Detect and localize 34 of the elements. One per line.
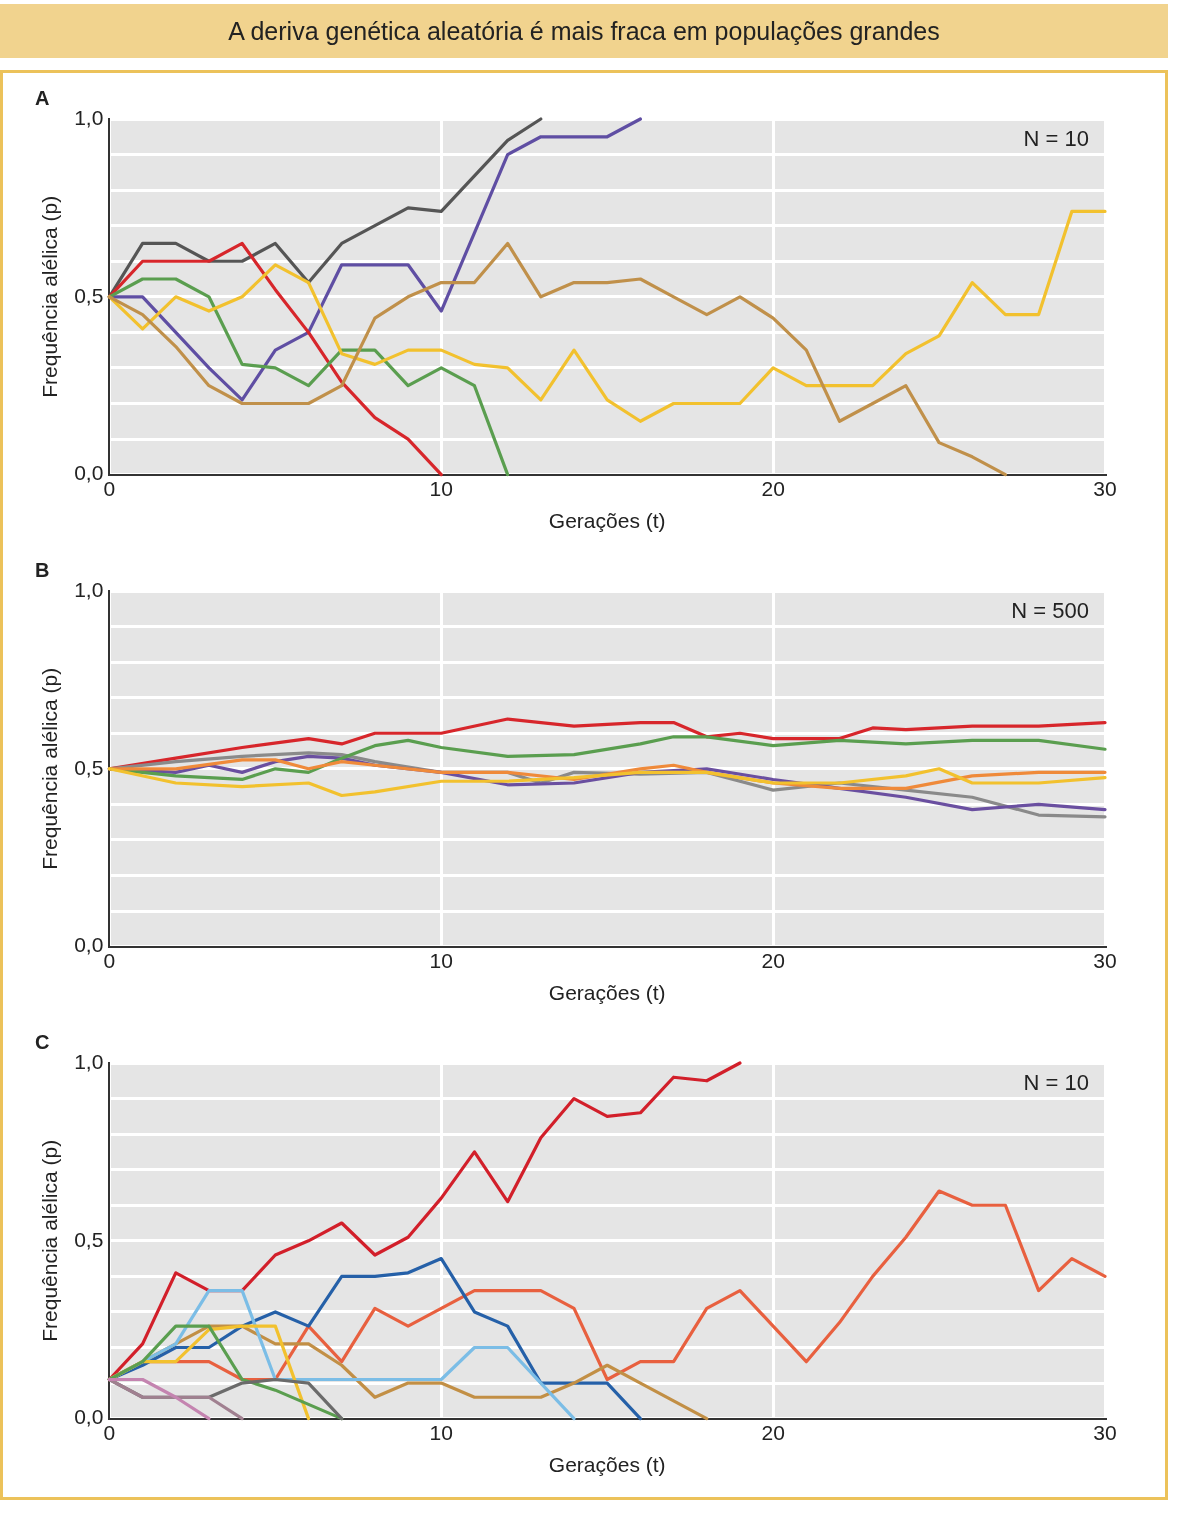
x-tick-label: 0 [103, 1421, 116, 1444]
y-axis-title: Frequência alélica (p) [38, 667, 62, 870]
chart-subtitle: C [35, 1030, 50, 1053]
x-tick-label: 10 [429, 477, 453, 500]
y-tick-label: 1,0 [74, 1049, 104, 1073]
y-tick-label: 0,5 [74, 755, 104, 779]
x-tick-label: 20 [761, 1421, 785, 1444]
y-tick-label: 0,5 [74, 1227, 104, 1251]
y-tick-label: 0,0 [74, 1405, 104, 1429]
chart-subtitle: A [35, 86, 50, 109]
y-tick-label: 0,0 [74, 933, 104, 957]
x-tick-label: 30 [1093, 949, 1117, 972]
x-tick-label: 10 [429, 949, 453, 972]
annotation: N = 10 [1023, 126, 1089, 152]
chart-subtitle: B [35, 558, 50, 581]
x-tick-label: 10 [429, 1421, 453, 1444]
chart-title: A deriva genética aleatória é mais fraca em populações grandes [0, 4, 1168, 58]
y-axis-title: Frequência alélica (p) [38, 1139, 62, 1342]
x-tick-label: 20 [761, 477, 785, 500]
x-tick-label: 0 [103, 949, 116, 972]
x-tick-label: 20 [761, 949, 785, 972]
x-tick-label: 30 [1093, 477, 1117, 500]
x-axis-title: Gerações (t) [548, 981, 666, 1005]
y-tick-label: 1,0 [74, 577, 104, 601]
x-axis-title: Gerações (t) [548, 1453, 666, 1477]
y-tick-label: 0,0 [74, 461, 104, 485]
y-tick-label: 1,0 [74, 105, 104, 129]
x-tick-label: 30 [1093, 1421, 1117, 1444]
x-tick-label: 0 [103, 477, 116, 500]
x-axis-title: Gerações (t) [548, 509, 666, 533]
y-tick-label: 0,5 [74, 283, 104, 307]
annotation: N = 500 [1011, 598, 1089, 624]
y-axis-title: Frequência alélica (p) [38, 195, 62, 398]
annotation: N = 10 [1023, 1070, 1089, 1096]
